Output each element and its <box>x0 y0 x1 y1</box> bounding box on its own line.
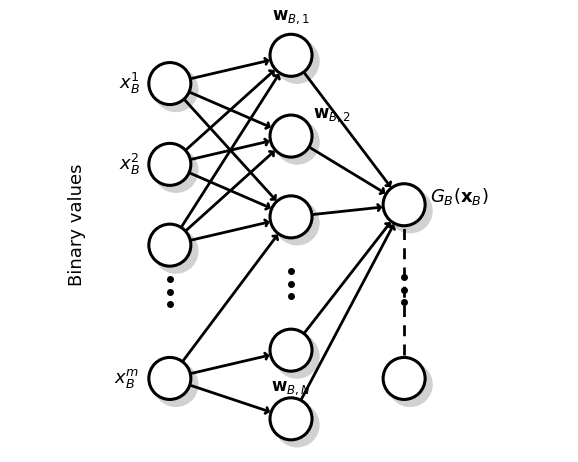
Ellipse shape <box>383 184 425 226</box>
Ellipse shape <box>270 196 312 238</box>
Ellipse shape <box>275 39 320 84</box>
Ellipse shape <box>153 362 198 407</box>
Ellipse shape <box>388 188 433 233</box>
Ellipse shape <box>275 334 320 379</box>
Text: $x_B^m$: $x_B^m$ <box>114 367 139 390</box>
Ellipse shape <box>153 67 198 112</box>
Ellipse shape <box>149 143 191 185</box>
Text: $x_B^2$: $x_B^2$ <box>118 152 139 177</box>
Ellipse shape <box>149 224 191 266</box>
Text: $\mathbf{w}_{B,2}$: $\mathbf{w}_{B,2}$ <box>313 106 351 124</box>
Text: $x_B^1$: $x_B^1$ <box>118 71 139 96</box>
Ellipse shape <box>270 115 312 157</box>
Text: $\mathbf{w}_{B,1}$: $\mathbf{w}_{B,1}$ <box>272 8 310 26</box>
Ellipse shape <box>153 148 198 193</box>
Ellipse shape <box>275 120 320 165</box>
Text: Binary values: Binary values <box>68 164 86 286</box>
Ellipse shape <box>270 398 312 440</box>
Text: $G_B(\mathbf{x}_B)$: $G_B(\mathbf{x}_B)$ <box>431 186 489 207</box>
Ellipse shape <box>270 34 312 76</box>
Ellipse shape <box>270 329 312 371</box>
Text: $\mathbf{w}_{B,N}$: $\mathbf{w}_{B,N}$ <box>271 379 311 397</box>
Ellipse shape <box>275 402 320 448</box>
Ellipse shape <box>153 229 198 274</box>
Ellipse shape <box>383 358 425 400</box>
Ellipse shape <box>149 358 191 400</box>
Ellipse shape <box>275 201 320 245</box>
Ellipse shape <box>149 62 191 104</box>
Ellipse shape <box>388 362 433 407</box>
